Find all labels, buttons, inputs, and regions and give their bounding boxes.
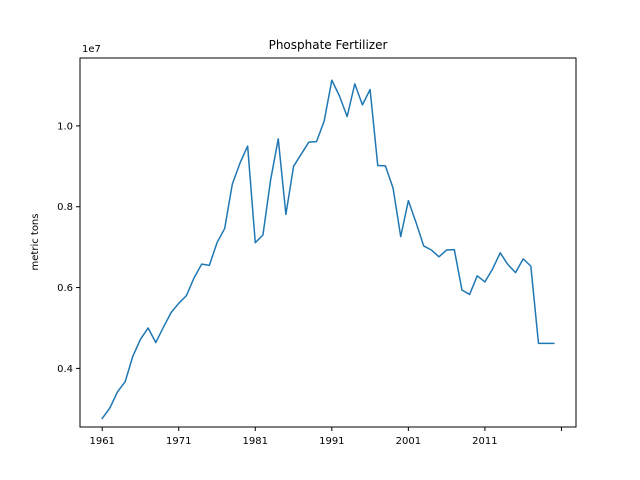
x-tick-label: 1991	[319, 436, 344, 447]
y-tick-label: 1.0	[57, 121, 73, 132]
plot-area	[101, 79, 555, 420]
axis-ticks: 1961 1971 1981 1991 2001 2011 0.4 0.6 0.8 1.0	[57, 121, 562, 447]
x-tick-label: 2011	[472, 436, 497, 447]
plot-frame	[79, 57, 577, 428]
x-tick-label: 1961	[89, 436, 114, 447]
series-line	[101, 79, 555, 420]
y-tick-label: 0.8	[57, 202, 73, 213]
chart-title: Phosphate Fertilizer	[269, 38, 388, 52]
y-offset-text: 1e7	[82, 44, 101, 55]
x-tick-label: 1971	[166, 436, 191, 447]
y-axis-label: metric tons	[30, 214, 41, 271]
y-tick-label: 0.4	[57, 364, 73, 375]
y-tick-label: 0.6	[57, 283, 73, 294]
x-tick-label: 1981	[243, 436, 268, 447]
x-tick-label: 2001	[396, 436, 421, 447]
